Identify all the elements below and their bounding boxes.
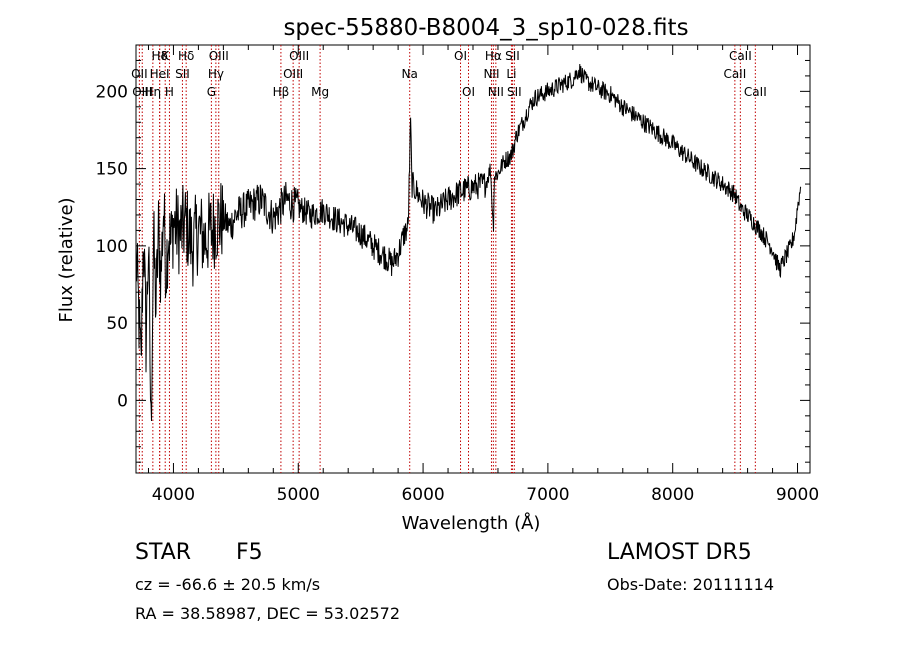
x-axis-ticks: 4000 5000 6000 7000 8000 9000 <box>147 45 819 505</box>
object-subclass: F5 <box>236 540 263 565</box>
line-label-15: NII <box>483 67 499 81</box>
coordinates: RA = 38.58987, DEC = 53.02572 <box>135 604 401 623</box>
line-label-27: CaII <box>744 85 767 99</box>
x-tick-label-4000: 4000 <box>152 485 195 505</box>
line-label-7: SII <box>505 49 520 63</box>
line-label-5: OI <box>454 49 467 63</box>
line-label-4: OIII <box>289 49 309 63</box>
line-label-14: Na <box>402 67 418 81</box>
y-axis-ticks: 0 50 100 150 200 <box>96 59 810 463</box>
line-label-6: Hα <box>485 49 502 63</box>
y-tick-label-0: 0 <box>117 391 128 411</box>
line-label-3: OIII <box>209 49 229 63</box>
y-axis-label: Flux (relative) <box>56 197 77 322</box>
redshift-cz: cz = -66.6 ± 20.5 km/s <box>135 575 321 594</box>
line-label-18: OIII <box>132 85 152 99</box>
line-label-25: NII <box>488 85 504 99</box>
line-label-20: H <box>165 85 174 99</box>
y-tick-label-50: 50 <box>106 314 128 334</box>
line-label-8: CaII <box>729 49 752 63</box>
survey-name: LAMOST DR5 <box>607 540 752 565</box>
y-tick-label-200: 200 <box>96 82 128 102</box>
x-tick-label-8000: 8000 <box>651 485 694 505</box>
line-label-0: Hδ <box>152 49 168 63</box>
line-label-21: G <box>207 85 216 99</box>
x-tick-label-6000: 6000 <box>401 485 444 505</box>
spectrum-series-line <box>135 63 802 422</box>
line-label-1: K <box>161 49 170 63</box>
line-label-24: OI <box>462 85 475 99</box>
x-tick-label-5000: 5000 <box>277 485 320 505</box>
spectral-line-markers <box>138 45 756 473</box>
line-label-2: Hδ <box>178 49 194 63</box>
x-tick-label-9000: 9000 <box>776 485 819 505</box>
object-class: STAR <box>135 540 192 565</box>
line-label-13: OIII <box>283 67 303 81</box>
line-label-10: HeI <box>150 67 170 81</box>
line-label-22: Hβ <box>273 85 290 99</box>
line-label-19: Hη <box>145 85 162 99</box>
line-label-23: Mg <box>311 85 329 99</box>
line-label-12: Hγ <box>208 67 224 81</box>
chart-title: spec-55880-B8004_3_sp10-028.fits <box>283 15 688 41</box>
line-label-16: Li <box>506 67 516 81</box>
plot-frame <box>135 44 811 474</box>
x-axis-label: Wavelength (Å) <box>402 512 541 534</box>
line-label-17: CaII <box>723 67 746 81</box>
line-label-9: OII <box>131 67 148 81</box>
y-tick-label-100: 100 <box>96 237 128 257</box>
line-label-11: SII <box>175 67 190 81</box>
y-tick-label-150: 150 <box>96 160 128 180</box>
line-label-26: SII <box>507 85 522 99</box>
x-tick-label-7000: 7000 <box>526 485 569 505</box>
observation-date: Obs-Date: 20111114 <box>607 575 775 594</box>
